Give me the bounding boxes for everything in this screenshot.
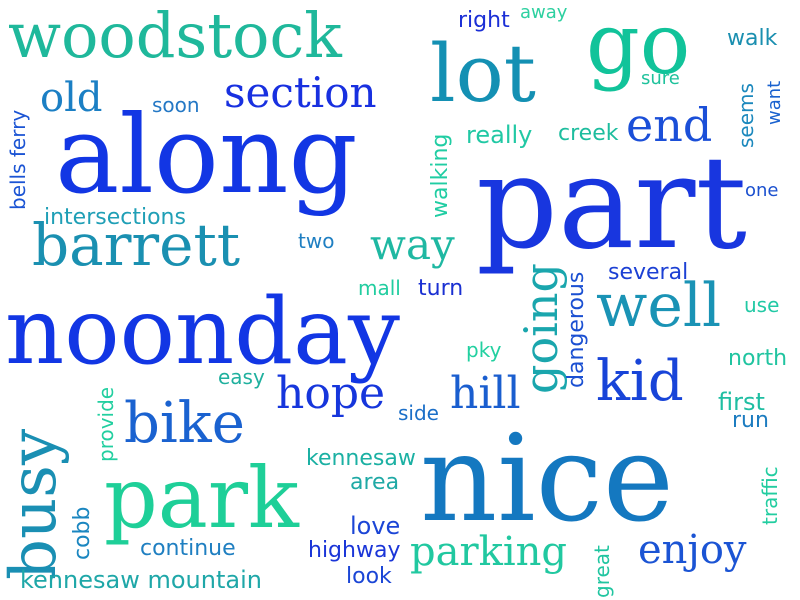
- word-continue: continue: [140, 536, 236, 561]
- word-traffic: traffic: [758, 466, 782, 525]
- word-love: love: [350, 512, 401, 540]
- word-section: section: [224, 68, 377, 117]
- word-great: great: [590, 545, 614, 598]
- word-part: part: [476, 129, 747, 278]
- word-sure: sure: [641, 68, 680, 89]
- word-way: way: [370, 220, 455, 269]
- word-side: side: [398, 401, 439, 425]
- word-easy: easy: [218, 365, 265, 389]
- word-area: area: [350, 470, 400, 495]
- word-highway: highway: [308, 538, 401, 563]
- word-lot: lot: [430, 27, 536, 120]
- word-noonday: noonday: [5, 278, 400, 385]
- word-hill: hill: [450, 368, 521, 419]
- word-north: north: [728, 346, 788, 371]
- word-use: use: [744, 293, 780, 317]
- word-away: away: [520, 2, 568, 23]
- word-want: want: [764, 80, 785, 125]
- word-look: look: [346, 564, 392, 589]
- word-run: run: [732, 408, 769, 433]
- word-old: old: [40, 75, 103, 121]
- word-right: right: [458, 8, 510, 33]
- word-parking: parking: [410, 529, 567, 575]
- word-intersections: intersections: [44, 205, 186, 230]
- word-barrett: barrett: [32, 211, 241, 279]
- word-enjoy: enjoy: [638, 527, 747, 573]
- word-well: well: [596, 271, 722, 341]
- word-creek: creek: [558, 121, 619, 146]
- word-one: one: [745, 180, 779, 201]
- word-several: several: [608, 260, 689, 285]
- word-end: end: [626, 98, 713, 152]
- word-along: along: [55, 93, 358, 218]
- word-dangerous: dangerous: [564, 271, 589, 388]
- word-woodstock: woodstock: [8, 0, 342, 72]
- word-cobb: cobb: [70, 506, 95, 561]
- word-soon: soon: [152, 93, 200, 117]
- word-really: really: [466, 121, 533, 149]
- word-first: first: [718, 388, 765, 416]
- word-two: two: [298, 229, 335, 253]
- word-going: going: [514, 263, 568, 394]
- word-walking: walking: [428, 133, 453, 218]
- word-nice: nice: [420, 410, 674, 549]
- word-bells-ferry: bells ferry: [6, 109, 30, 210]
- word-mall: mall: [358, 276, 401, 300]
- word-pky: pky: [466, 338, 502, 362]
- word-kennesaw-mountain: kennesaw mountain: [20, 566, 262, 594]
- word-go: go: [586, 0, 691, 93]
- word-bike: bike: [124, 391, 245, 456]
- word-kennesaw: kennesaw: [306, 446, 416, 471]
- word-walk: walk: [727, 26, 778, 51]
- word-park: park: [104, 449, 299, 547]
- word-hope: hope: [276, 368, 386, 419]
- word-busy: busy: [0, 428, 71, 580]
- word-kid: kid: [596, 349, 684, 414]
- word-turn: turn: [418, 276, 464, 301]
